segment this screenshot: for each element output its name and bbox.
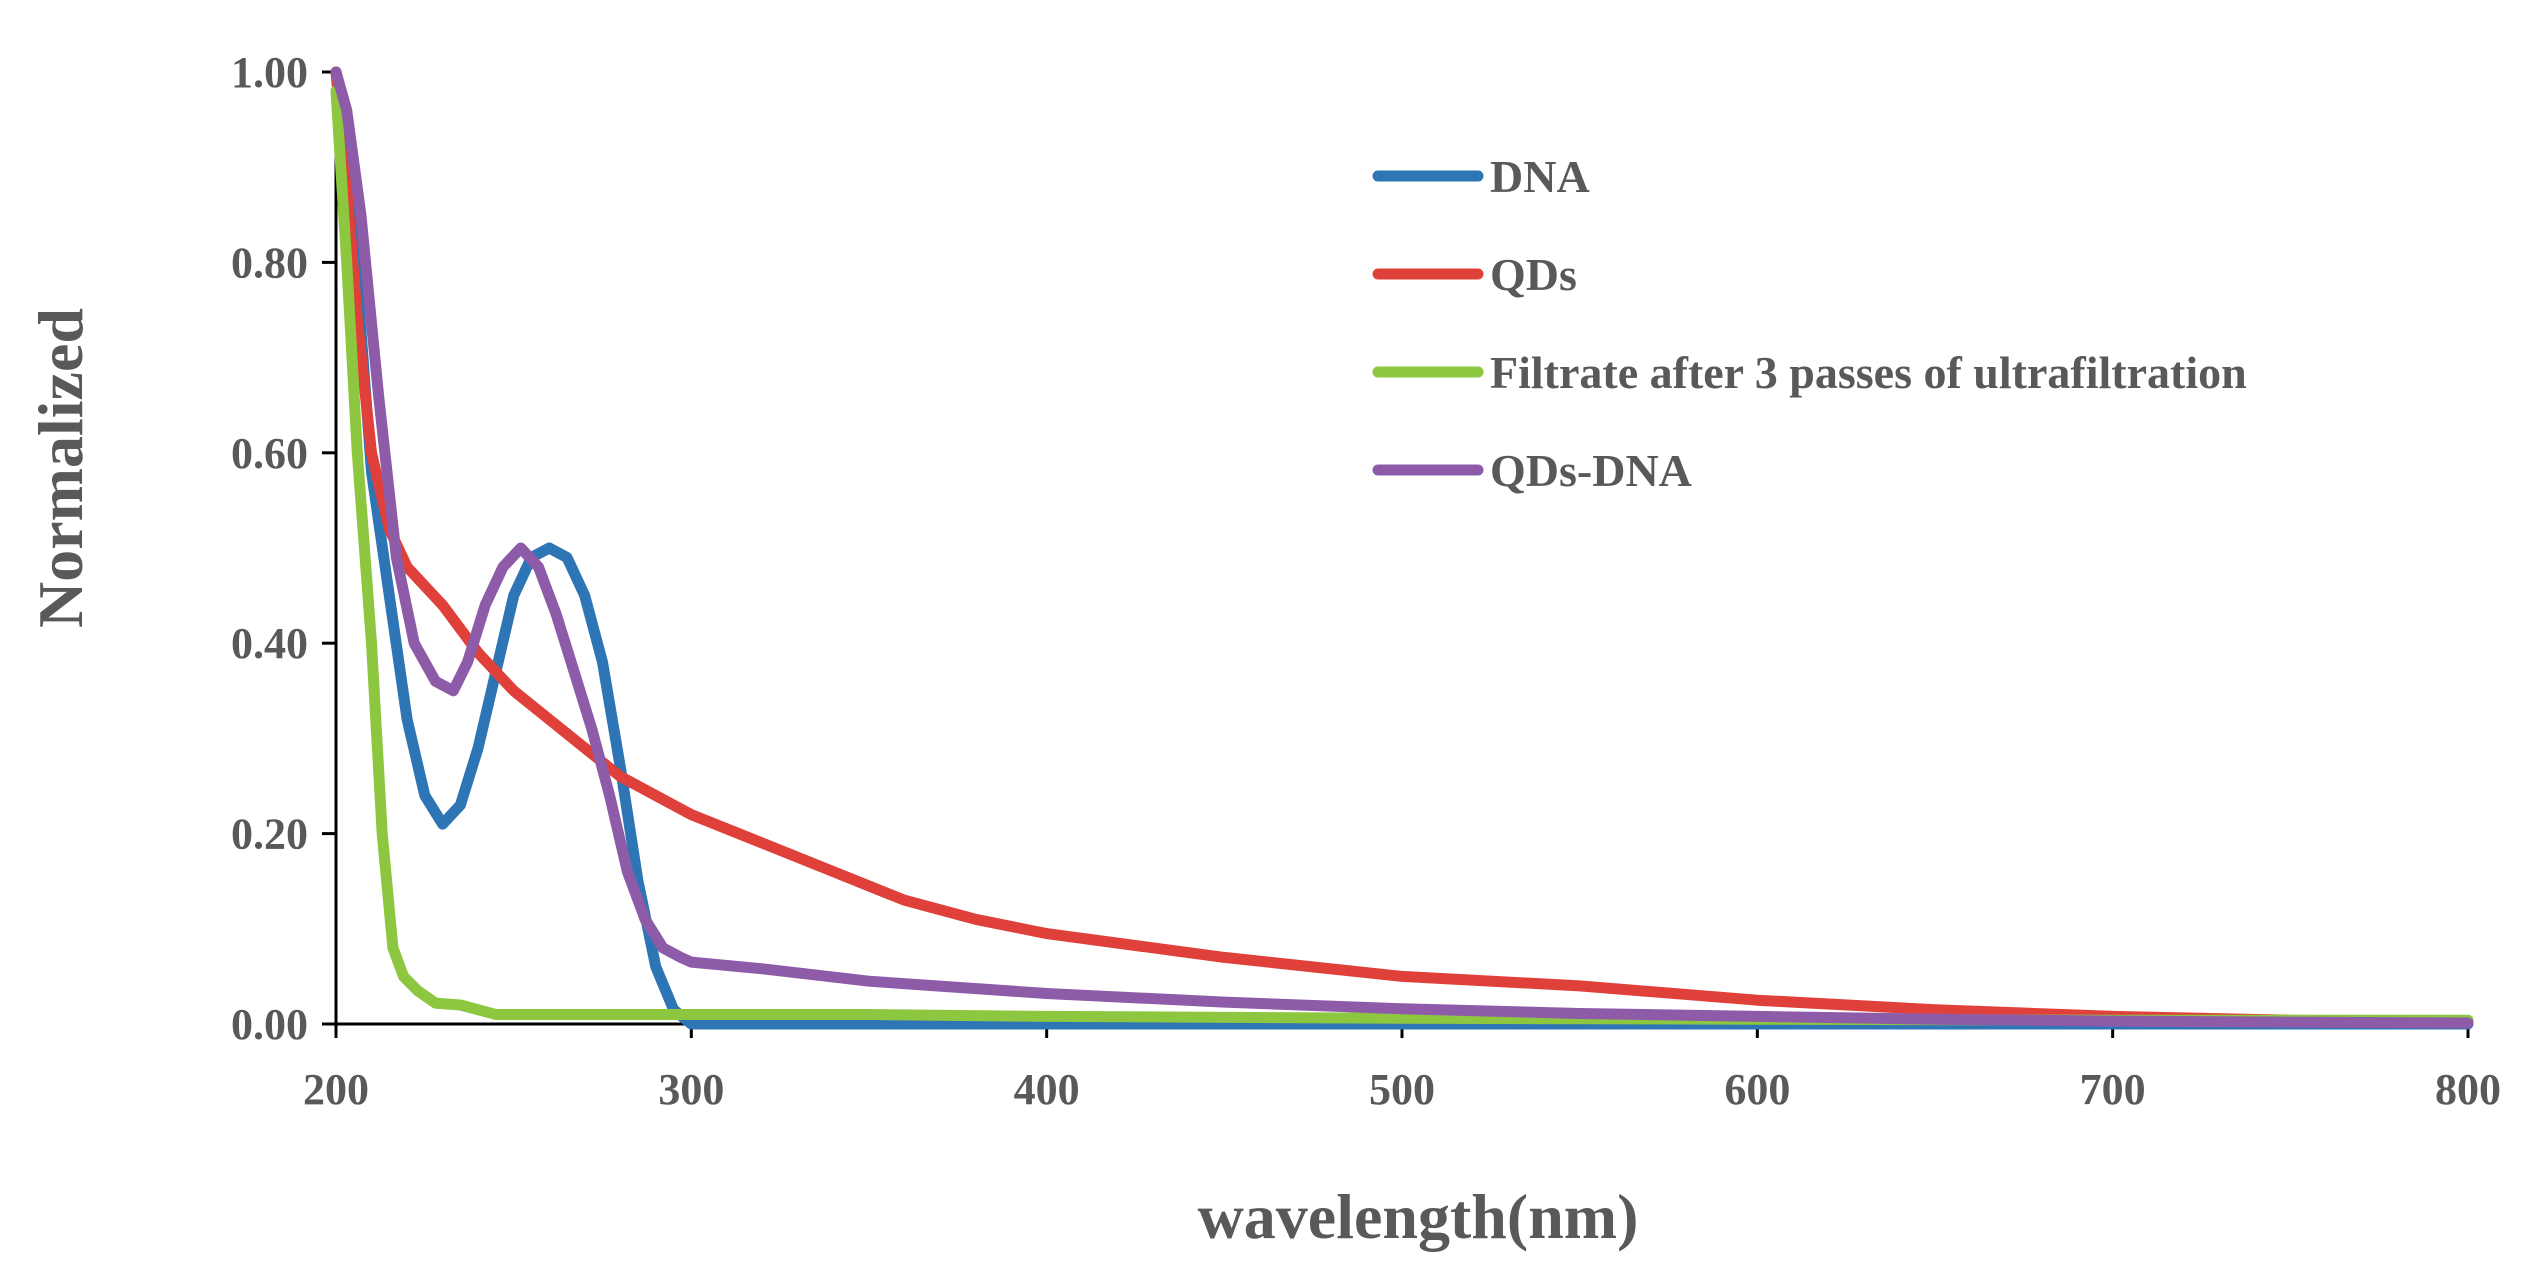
series-layer bbox=[330, 66, 2474, 1030]
x-tick-label: 400 bbox=[1014, 1065, 1080, 1114]
x-tick-label: 800 bbox=[2435, 1065, 2501, 1114]
series-line-filtrate-after-3-passes-of-ultrafiltration bbox=[330, 85, 2474, 1026]
y-axis-title: Normalized bbox=[25, 308, 96, 628]
x-tick-label: 600 bbox=[1724, 1065, 1790, 1114]
y-tick-label: 0.80 bbox=[231, 238, 308, 287]
x-ticks: 200 300 400 500 600 700 800 bbox=[303, 1024, 2501, 1114]
y-tick-label: 1.00 bbox=[231, 48, 308, 97]
legend-label: QDs bbox=[1490, 249, 1577, 300]
series-line-dna bbox=[330, 66, 2474, 1030]
y-tick-label: 0.00 bbox=[231, 1000, 308, 1049]
legend-label: DNA bbox=[1490, 151, 1590, 202]
legend-label: Filtrate after 3 passes of ultrafiltrati… bbox=[1490, 347, 2247, 398]
series-line-qds-dna bbox=[330, 66, 2474, 1029]
x-tick-label: 700 bbox=[2080, 1065, 2146, 1114]
legend: DNA QDs Filtrate after 3 passes of ultrafi… bbox=[1372, 151, 2247, 496]
y-tick-label: 0.20 bbox=[231, 810, 308, 859]
y-tick-label: 0.60 bbox=[231, 429, 308, 478]
y-tick-label: 0.40 bbox=[231, 619, 308, 668]
x-axis-title: wavelength(nm) bbox=[1198, 1181, 1639, 1252]
x-tick-label: 500 bbox=[1369, 1065, 1435, 1114]
x-tick-label: 200 bbox=[303, 1065, 369, 1114]
series-line-qds bbox=[330, 66, 2474, 1028]
y-ticks: 0.00 0.20 0.40 0.60 0.80 1.00 bbox=[231, 48, 336, 1049]
legend-label: QDs-DNA bbox=[1490, 445, 1692, 496]
x-tick-label: 300 bbox=[658, 1065, 724, 1114]
